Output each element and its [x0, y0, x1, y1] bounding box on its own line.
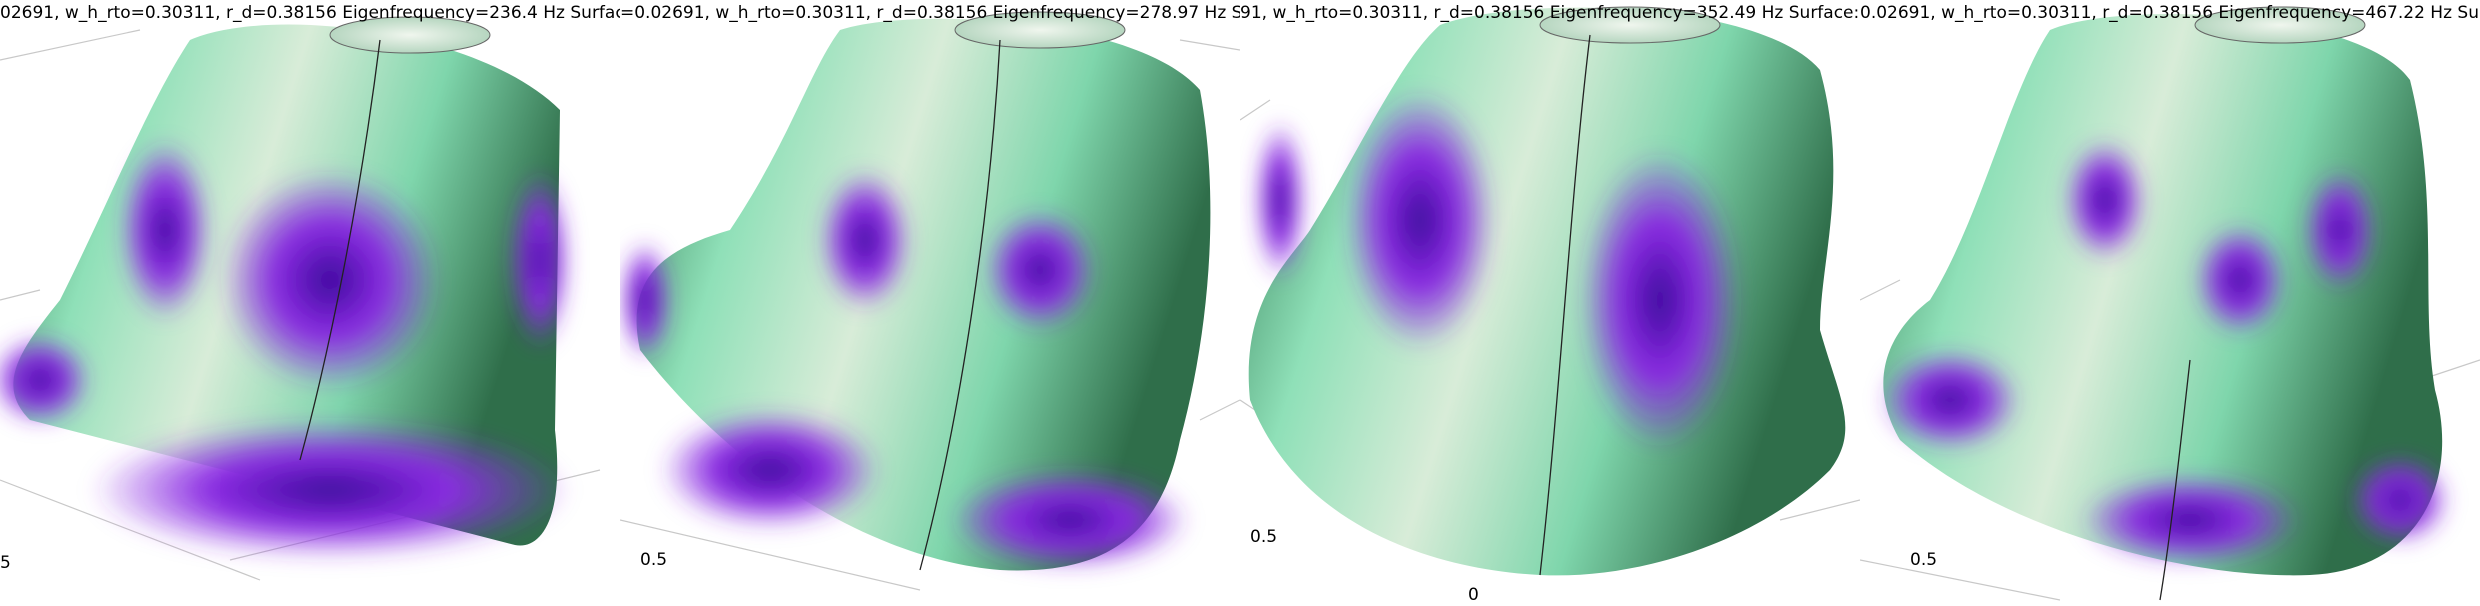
axis-label: 5 — [0, 553, 11, 573]
panel-header: 91, w_h_rto=0.30311, r_d=0.38156 Eigenfr… — [1240, 3, 1919, 23]
axis-label: 0.5 — [640, 550, 667, 570]
panel-header: 02691, w_h_rto=0.30311, r_d=0.38156 Eige… — [0, 3, 657, 23]
panel: 0.5 0 91, w_h_rto=0.30311, r_d=0.38156 E… — [1240, 3, 1919, 605]
bell-surface — [1248, 7, 1846, 576]
panel-header: 0.02691, w_h_rto=0.30311, r_d=0.38156 Ei… — [1860, 3, 2480, 23]
axis-label: 0 — [1468, 585, 1479, 605]
panel: 0.5 =0.02691, w_h_rto=0.30311, r_d=0.381… — [620, 3, 1319, 591]
panel: 0.5 0.02691, w_h_rto=0.30311, r_d=0.3815… — [1860, 3, 2480, 601]
panel-header: =0.02691, w_h_rto=0.30311, r_d=0.38156 E… — [620, 3, 1319, 23]
axis-label: 0.5 — [1250, 527, 1277, 547]
grid-line — [620, 39, 1240, 591]
panel: 5 02691, w_h_rto=0.30311, r_d=0.38156 Ei… — [0, 3, 657, 581]
bell-surface — [1883, 14, 2443, 576]
axis-label: 0.5 — [1910, 550, 1937, 570]
grid-line — [0, 29, 601, 581]
